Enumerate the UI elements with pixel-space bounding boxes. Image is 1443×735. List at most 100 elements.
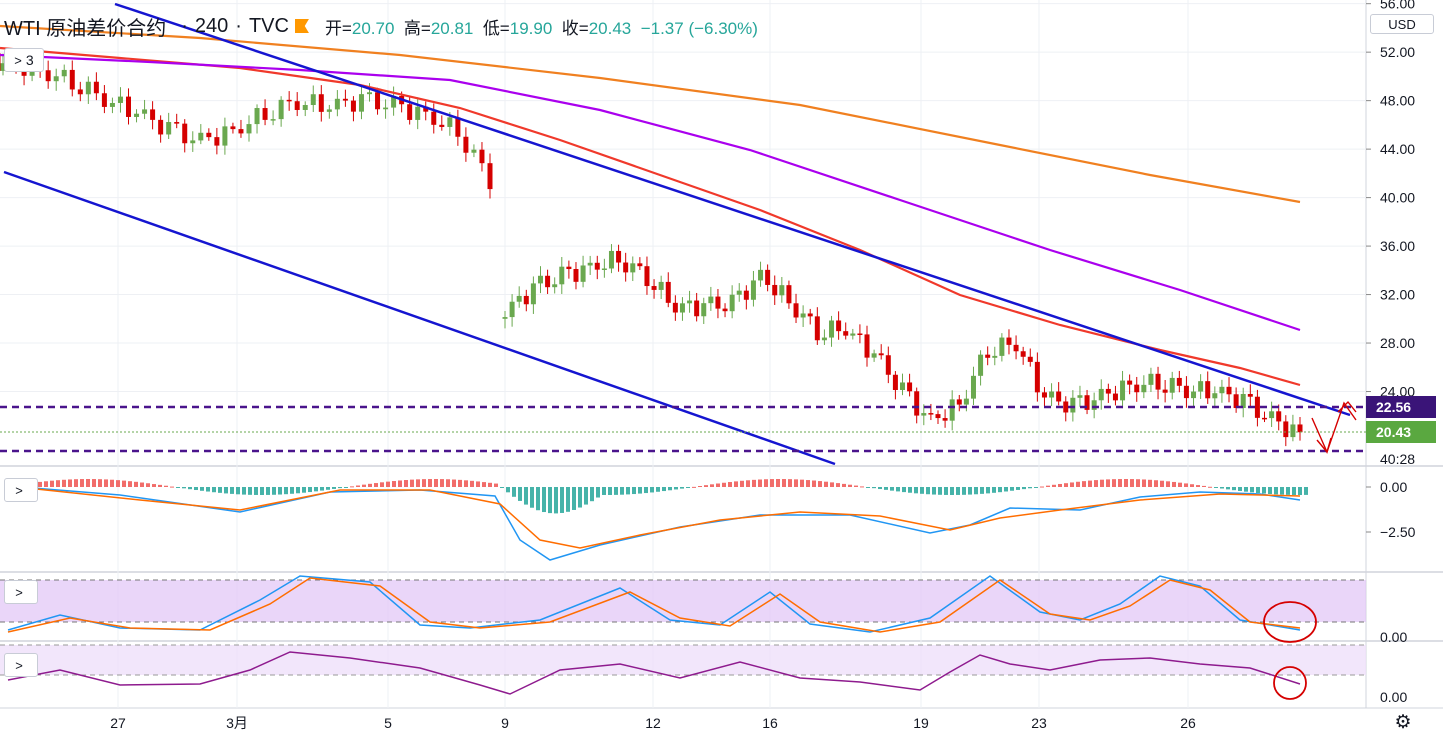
macd-histogram-bar bbox=[134, 481, 138, 487]
macd-histogram-bar bbox=[332, 487, 336, 489]
macd-histogram-bar bbox=[698, 486, 702, 488]
macd-pane-toggle-button[interactable]: > bbox=[4, 478, 38, 502]
candle-body bbox=[985, 354, 991, 358]
candle-body bbox=[644, 266, 650, 287]
candle-body bbox=[77, 89, 83, 95]
currency-button[interactable]: USD bbox=[1370, 14, 1434, 34]
candle-body bbox=[687, 300, 693, 304]
candle-body bbox=[53, 76, 59, 82]
price-axis-label-partial: 40:28 bbox=[1380, 451, 1415, 467]
macd-histogram-bar bbox=[536, 487, 540, 511]
time-axis-label: 19 bbox=[913, 715, 929, 731]
macd-histogram-bar bbox=[302, 487, 306, 493]
candle-body bbox=[665, 281, 671, 303]
macd-histogram-bar bbox=[602, 487, 606, 495]
candle-body bbox=[246, 124, 252, 134]
price-axis-label: 24.00 bbox=[1380, 384, 1415, 400]
macd-histogram-bar bbox=[128, 481, 132, 487]
indicators-toggle-button[interactable]: > 3 bbox=[4, 48, 44, 72]
macd-histogram-bar bbox=[1112, 479, 1116, 487]
macd-histogram-bar bbox=[68, 479, 72, 487]
macd-histogram-bar bbox=[1208, 486, 1212, 488]
macd-histogram-bar bbox=[668, 487, 672, 491]
macd-histogram-bar bbox=[836, 483, 840, 487]
macd-histogram-bar bbox=[596, 487, 600, 498]
candle-body bbox=[334, 98, 340, 110]
rsi-pane-toggle-button[interactable]: > bbox=[4, 653, 38, 677]
candle-body bbox=[523, 295, 529, 305]
candle-body bbox=[1020, 351, 1026, 357]
flag-icon[interactable] bbox=[294, 19, 309, 33]
candle-body bbox=[949, 399, 955, 421]
price-axis-label: 44.00 bbox=[1380, 141, 1415, 157]
macd-histogram-bar bbox=[476, 481, 480, 487]
macd-histogram-bar bbox=[1136, 479, 1140, 487]
macd-histogram-bar bbox=[1166, 481, 1170, 487]
candle-body bbox=[871, 353, 877, 358]
macd-histogram-bar bbox=[962, 487, 966, 495]
candle-body bbox=[423, 106, 429, 112]
candle-body bbox=[415, 106, 421, 120]
candle-body bbox=[537, 275, 543, 284]
candle-body bbox=[318, 94, 324, 112]
macd-histogram-bar bbox=[1064, 483, 1068, 487]
candle-body bbox=[821, 337, 827, 341]
candle-body bbox=[630, 263, 636, 273]
macd-histogram-bar bbox=[1082, 481, 1086, 487]
macd-histogram-bar bbox=[404, 480, 408, 487]
candle-body bbox=[367, 92, 372, 95]
macd-histogram-bar bbox=[224, 487, 228, 494]
macd-axis-label: −2.50 bbox=[1380, 524, 1416, 540]
candle-body bbox=[580, 265, 586, 282]
candle-body bbox=[878, 353, 884, 356]
candle-body bbox=[455, 117, 461, 137]
time-axis-label: 27 bbox=[110, 715, 126, 731]
symbol-name[interactable]: WTI 原油差价合约 bbox=[4, 17, 167, 40]
macd-histogram-bar bbox=[86, 479, 90, 487]
time-axis-label: 5 bbox=[384, 715, 392, 731]
time-axis-label: 16 bbox=[762, 715, 778, 731]
macd-histogram-bar bbox=[578, 487, 582, 508]
macd-histogram-bar bbox=[458, 479, 462, 487]
macd-histogram-bar bbox=[194, 487, 198, 491]
macd-histogram-bar bbox=[872, 487, 876, 489]
macd-histogram-bar bbox=[752, 479, 756, 487]
macd-histogram-bar bbox=[1052, 484, 1056, 487]
macd-histogram-bar bbox=[416, 479, 420, 487]
price-axis-label: 32.00 bbox=[1380, 287, 1415, 303]
candle-body bbox=[1049, 391, 1055, 398]
macd-histogram-bar bbox=[104, 479, 108, 487]
macd-histogram-bar bbox=[182, 487, 186, 489]
macd-histogram-bar bbox=[776, 479, 780, 487]
stoch-pane-toggle-button[interactable]: > bbox=[4, 580, 38, 604]
candle-body bbox=[1112, 393, 1118, 401]
gear-icon[interactable]: ⚙ bbox=[1394, 711, 1412, 733]
interval-label[interactable]: 240 bbox=[194, 14, 229, 37]
candle-body bbox=[637, 263, 643, 267]
candle-body bbox=[807, 313, 813, 317]
candle-body bbox=[1120, 380, 1126, 401]
macd-histogram-bar bbox=[218, 487, 222, 493]
macd-histogram-bar bbox=[446, 479, 450, 487]
candle-body bbox=[471, 149, 477, 153]
macd-histogram-bar bbox=[62, 479, 66, 487]
candle-body bbox=[942, 418, 948, 421]
macd-histogram-bar bbox=[830, 482, 834, 487]
candle-body bbox=[238, 129, 244, 134]
candle-body bbox=[101, 93, 107, 107]
candle-body bbox=[1283, 421, 1289, 438]
stoch-d-line bbox=[7, 577, 1301, 633]
macd-histogram-bar bbox=[374, 483, 378, 487]
candle-body bbox=[126, 96, 131, 117]
macd-histogram-bar bbox=[188, 487, 192, 490]
macd-histogram-bar bbox=[290, 487, 294, 494]
candle-body bbox=[117, 96, 123, 103]
macd-histogram-bar bbox=[548, 487, 552, 514]
candle-body bbox=[843, 331, 849, 336]
macd-histogram-bar bbox=[644, 487, 648, 494]
macd-histogram-bar bbox=[38, 481, 42, 487]
ohlc-values: 开=20.70 高=20.81 低=19.90 收=20.43 −1.37 (−… bbox=[324, 18, 758, 38]
candle-body bbox=[935, 414, 941, 419]
macd-histogram-bar bbox=[230, 487, 234, 494]
